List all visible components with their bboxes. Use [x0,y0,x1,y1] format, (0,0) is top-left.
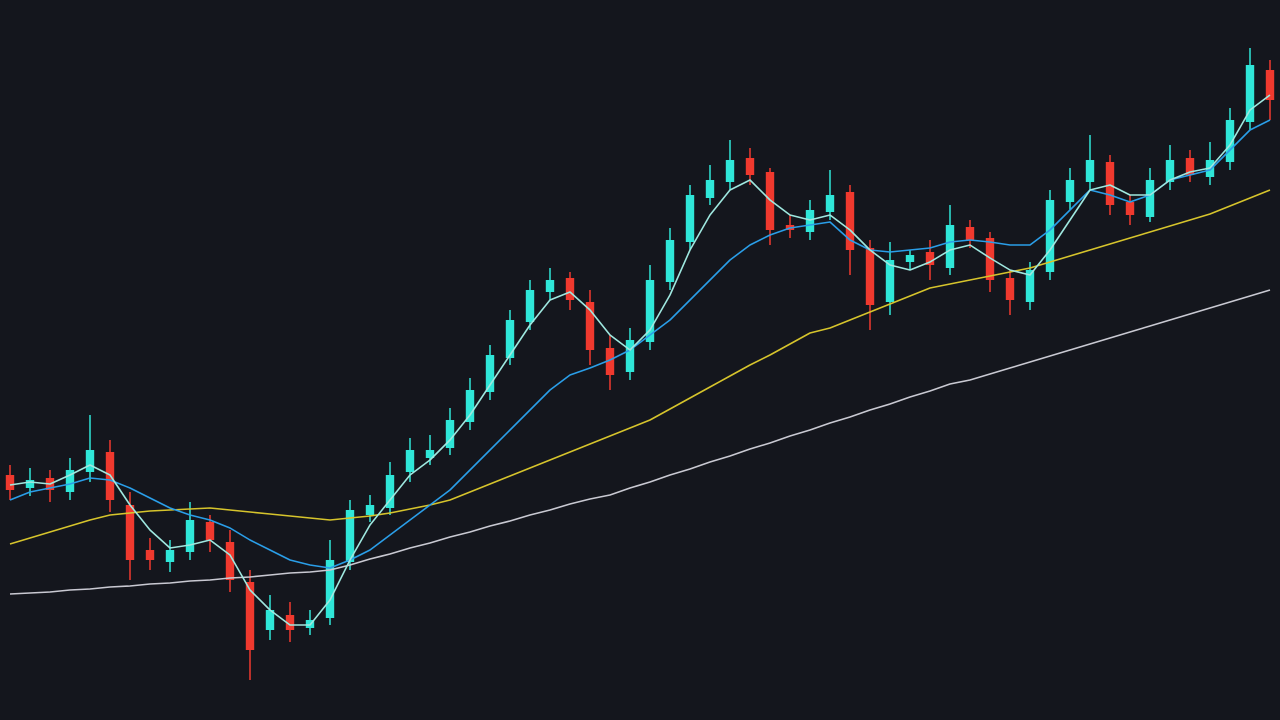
candle-body [1025,270,1035,302]
candle-body [645,280,655,342]
moving-average [9,119,1271,569]
candle-body [505,320,515,358]
candle-body [545,280,555,292]
candle-body [205,522,215,540]
candle-body [805,210,815,232]
candle-body [725,160,735,182]
candle-body [625,340,635,372]
candle-body [5,475,15,490]
candle-body [605,348,615,375]
candle-body [1185,158,1195,175]
candle-body [1065,180,1075,202]
moving-average [9,189,1271,545]
candle-body [1125,202,1135,215]
candle-body [845,192,855,250]
candle-body [1045,200,1055,272]
candle-body [1245,65,1255,122]
candle-body [825,195,835,212]
candle-body [1225,120,1235,162]
candle-body [145,550,155,560]
candle-body [365,505,375,515]
candle-body [1085,160,1095,182]
candle-body [525,290,535,322]
candle-body [445,420,455,448]
candle-body [185,520,195,552]
moving-average [9,94,1271,626]
candle-body [385,475,395,508]
candle-body [345,510,355,562]
candle-body [1165,160,1175,182]
candle-body [85,450,95,472]
candle-body [425,450,435,458]
candle-body [685,195,695,242]
candle-body [745,158,755,175]
candle-body [1005,278,1015,300]
candle-body [465,390,475,422]
candle-body [125,505,135,560]
candle-body [1105,162,1115,205]
candle-body [945,225,955,268]
candle-body [925,252,935,265]
candle-body [65,470,75,492]
candle-body [665,240,675,282]
candle-body [325,560,335,618]
candle-body [585,302,595,350]
candle-body [565,278,575,300]
candle-body [885,260,895,302]
candle-body [905,255,915,262]
candle-body [25,480,35,488]
candle-body [705,180,715,198]
candle-body [985,238,995,280]
candle-body [965,227,975,240]
candle-body [245,582,255,650]
moving-average [9,289,1271,595]
candle-body [225,542,235,580]
candle-body [1145,180,1155,217]
candle-body [265,610,275,630]
candle-body [485,355,495,392]
candle-body [165,550,175,562]
candle-body [285,615,295,630]
candle-body [405,450,415,472]
candle-body [765,172,775,230]
candle-body [865,248,875,305]
candle-body [1265,70,1275,100]
